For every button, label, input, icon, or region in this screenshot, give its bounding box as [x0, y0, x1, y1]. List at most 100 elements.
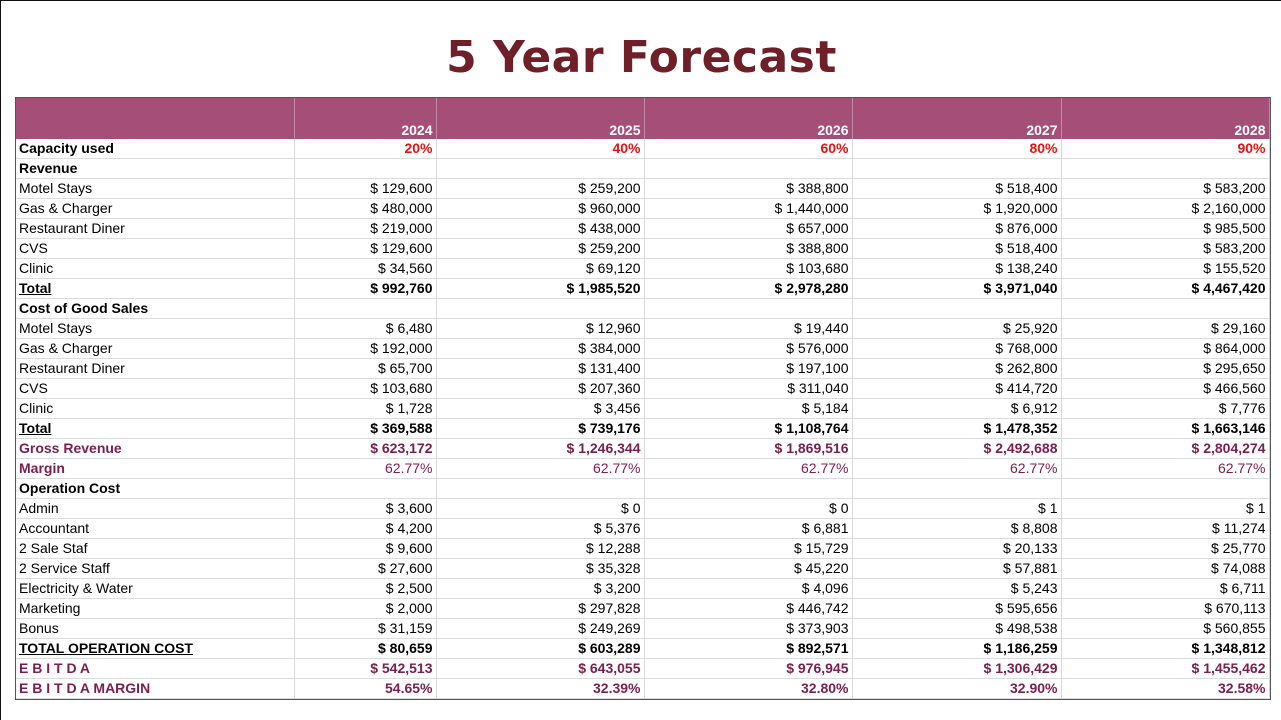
- value-cell: $ 892,571: [644, 638, 853, 659]
- value-cell: 62.77%: [852, 458, 1062, 479]
- value-cell: $ 2,000: [294, 598, 437, 619]
- value-cell: $ 1,440,000: [644, 198, 853, 219]
- page-title: 5 Year Forecast: [446, 32, 837, 83]
- value-cell: $ 297,828: [436, 598, 645, 619]
- value-cell: $ 623,172: [294, 438, 437, 459]
- value-cell: $ 3,600: [294, 498, 437, 519]
- value-cell: [1061, 298, 1270, 319]
- value-cell: $ 295,650: [1061, 358, 1270, 379]
- value-cell: $ 876,000: [852, 218, 1062, 239]
- value-cell: $ 129,600: [294, 238, 437, 259]
- value-cell: $ 603,289: [436, 638, 645, 659]
- value-cell: $ 103,680: [294, 378, 437, 399]
- row-label: CVS: [16, 378, 295, 399]
- value-cell: $ 1,348,812: [1061, 638, 1270, 659]
- value-cell: $ 20,133: [852, 538, 1062, 559]
- row-label: Total: [16, 418, 295, 439]
- value-cell: $ 80,659: [294, 638, 437, 659]
- value-cell: $ 1,186,259: [852, 638, 1062, 659]
- value-cell: [1061, 478, 1270, 499]
- value-cell: $ 129,600: [294, 178, 437, 199]
- value-cell: $ 219,000: [294, 218, 437, 239]
- value-cell: [436, 478, 645, 499]
- value-cell: 40%: [436, 139, 645, 159]
- row-rev-restaurant: Restaurant Diner $ 219,000 $ 438,000 $ 657,…: [16, 218, 1270, 239]
- row-label: CVS: [16, 238, 295, 259]
- value-cell: $ 1,246,344: [436, 438, 645, 459]
- value-cell: $ 25,920: [852, 318, 1062, 339]
- row-label: Capacity used: [16, 139, 295, 159]
- value-cell: $ 2,160,000: [1061, 198, 1270, 219]
- year-header-cell: 2028: [1061, 98, 1270, 139]
- row-label: Margin: [16, 458, 295, 479]
- value-cell: $ 1,869,516: [644, 438, 853, 459]
- value-cell: $ 388,800: [644, 178, 853, 199]
- row-label: Clinic: [16, 398, 295, 419]
- row-ebitda: E B I T D A $ 542,513 $ 643,055 $ 976,945 $ …: [16, 658, 1270, 679]
- value-cell: $ 369,588: [294, 418, 437, 439]
- row-label: TOTAL OPERATION COST: [16, 638, 295, 659]
- value-cell: $ 1,728: [294, 398, 437, 419]
- value-cell: $ 4,096: [644, 578, 853, 599]
- value-cell: [436, 298, 645, 319]
- value-cell: $ 414,720: [852, 378, 1062, 399]
- value-cell: $ 31,159: [294, 618, 437, 639]
- year-header-cell: 2026: [644, 98, 853, 139]
- value-cell: $ 4,467,420: [1061, 278, 1270, 299]
- value-cell: $ 643,055: [436, 658, 645, 679]
- value-cell: $ 131,400: [436, 358, 645, 379]
- value-cell: $ 5,243: [852, 578, 1062, 599]
- value-cell: $ 7,776: [1061, 398, 1270, 419]
- row-label: Marketing: [16, 598, 295, 619]
- value-cell: 54.65%: [294, 678, 437, 699]
- row-rev-cvs: CVS $ 129,600 $ 259,200 $ 388,800 $ 518,400 $…: [16, 238, 1270, 259]
- row-revenue-header: Revenue: [16, 158, 1270, 179]
- row-label: Cost of Good Sales: [16, 298, 295, 319]
- value-cell: $ 0: [436, 498, 645, 519]
- value-cell: $ 15,729: [644, 538, 853, 559]
- value-cell: $ 1,108,764: [644, 418, 853, 439]
- value-cell: $ 2,978,280: [644, 278, 853, 299]
- row-label: Admin: [16, 498, 295, 519]
- value-cell: $ 2,492,688: [852, 438, 1062, 459]
- value-cell: $ 192,000: [294, 338, 437, 359]
- value-cell: $ 388,800: [644, 238, 853, 259]
- value-cell: $ 960,000: [436, 198, 645, 219]
- value-cell: 80%: [852, 139, 1062, 159]
- value-cell: $ 57,881: [852, 558, 1062, 579]
- value-cell: [294, 298, 437, 319]
- row-op-sale-staf: 2 Sale Staf $ 9,600 $ 12,288 $ 15,729 $ 20,1…: [16, 538, 1270, 559]
- value-cell: $ 262,800: [852, 358, 1062, 379]
- row-margin: Margin 62.77% 62.77% 62.77% 62.77% 62.77%: [16, 458, 1270, 479]
- value-cell: $ 768,000: [852, 338, 1062, 359]
- value-cell: $ 1,478,352: [852, 418, 1062, 439]
- row-op-electricity: Electricity & Water $ 2,500 $ 3,200 $ 4,096…: [16, 578, 1270, 599]
- row-label: Total: [16, 278, 295, 299]
- value-cell: $ 1,985,520: [436, 278, 645, 299]
- row-cogs-motel: Motel Stays $ 6,480 $ 12,960 $ 19,440 $ 25,9…: [16, 318, 1270, 339]
- value-cell: $ 65,700: [294, 358, 437, 379]
- value-cell: $ 583,200: [1061, 238, 1270, 259]
- row-op-service-staff: 2 Service Staff $ 27,600 $ 35,328 $ 45,220 $…: [16, 558, 1270, 579]
- value-cell: 32.39%: [436, 678, 645, 699]
- value-cell: $ 197,100: [644, 358, 853, 379]
- row-cogs-header: Cost of Good Sales: [16, 298, 1270, 319]
- row-label: Motel Stays: [16, 318, 295, 339]
- row-label: Gross Revenue: [16, 438, 295, 459]
- value-cell: $ 518,400: [852, 178, 1062, 199]
- value-cell: 62.77%: [294, 458, 437, 479]
- value-cell: $ 45,220: [644, 558, 853, 579]
- value-cell: $ 29,160: [1061, 318, 1270, 339]
- value-cell: $ 5,376: [436, 518, 645, 539]
- row-label: Motel Stays: [16, 178, 295, 199]
- value-cell: [852, 298, 1062, 319]
- value-cell: $ 9,600: [294, 538, 437, 559]
- row-label: E B I T D A MARGIN: [16, 678, 295, 699]
- value-cell: $ 4,200: [294, 518, 437, 539]
- header-row: 2024 2025 2026 2027 2028: [16, 98, 1270, 139]
- value-cell: $ 6,912: [852, 398, 1062, 419]
- row-op-admin: Admin $ 3,600 $ 0 $ 0 $ 1 $ 1: [16, 498, 1270, 519]
- row-cogs-total: Total $ 369,588 $ 739,176 $ 1,108,764 $ 1,47…: [16, 418, 1270, 439]
- value-cell: $ 5,184: [644, 398, 853, 419]
- value-cell: 32.90%: [852, 678, 1062, 699]
